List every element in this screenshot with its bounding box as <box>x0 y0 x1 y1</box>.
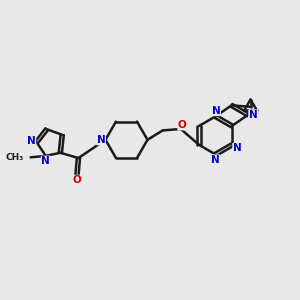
Text: O: O <box>178 120 187 130</box>
Text: N: N <box>27 136 36 146</box>
Text: CH₃: CH₃ <box>6 153 24 162</box>
Text: N: N <box>97 135 106 145</box>
Text: N: N <box>233 143 242 153</box>
Text: N: N <box>41 156 50 166</box>
Text: O: O <box>73 175 81 185</box>
Text: N: N <box>212 106 220 116</box>
Text: N: N <box>211 155 220 165</box>
Text: N: N <box>249 110 258 120</box>
